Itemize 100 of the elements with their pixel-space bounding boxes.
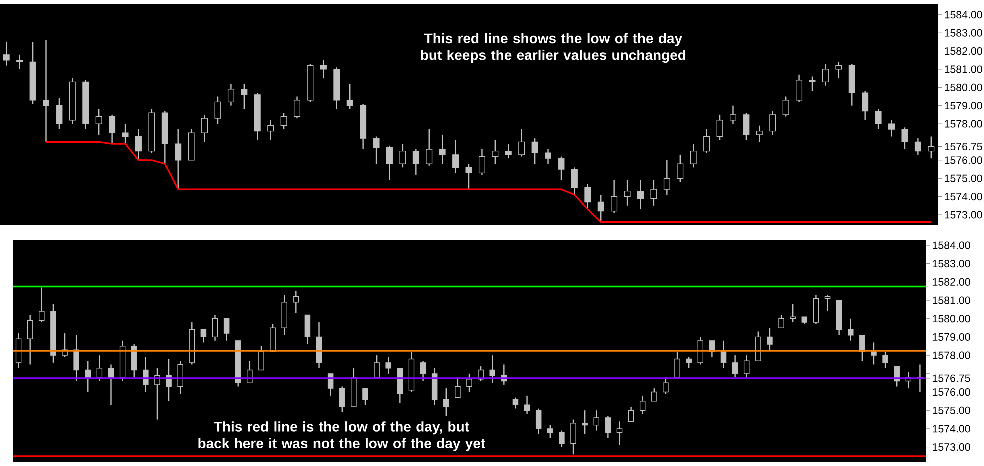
candlestick <box>730 105 736 125</box>
candlestick <box>386 356 392 375</box>
candlestick <box>214 96 222 125</box>
candlestick <box>178 360 184 395</box>
candlestick <box>200 329 207 344</box>
candlestick <box>39 287 45 324</box>
candlestick <box>202 114 208 143</box>
y-tick-label: 1576.75 <box>933 374 970 382</box>
candlestick <box>782 96 790 118</box>
y-tick-label: 1579.00 <box>933 333 970 342</box>
candlestick <box>228 83 234 106</box>
candlestick <box>902 127 908 150</box>
candlestick <box>373 136 380 165</box>
candlestick <box>822 63 829 86</box>
y-tick-label: 1579.00 <box>945 102 982 110</box>
y-tick-label: 1576.00 <box>933 388 970 396</box>
candlestick <box>664 160 670 196</box>
candlestick <box>594 410 600 432</box>
candlestick <box>294 96 301 120</box>
candlestick <box>928 136 935 160</box>
candlestick <box>455 376 461 398</box>
candlestick <box>16 54 24 70</box>
candlestick <box>624 180 631 206</box>
candlestick <box>175 128 182 190</box>
candlestick <box>796 74 803 103</box>
y-tick-label: 1576.75 <box>945 143 982 151</box>
y-tick-label: 1573.00 <box>933 444 970 452</box>
y-tick-label: 1574.00 <box>945 193 982 201</box>
candlestick <box>56 98 63 130</box>
candlestick <box>452 140 460 174</box>
candlestick <box>444 388 450 417</box>
candlestick <box>652 388 658 402</box>
candlestick <box>571 167 578 196</box>
candlestick <box>374 354 380 378</box>
candlestick <box>85 360 92 393</box>
candlestick <box>466 373 472 393</box>
candlestick <box>280 112 288 130</box>
candlestick <box>914 138 922 156</box>
candlestick <box>686 356 692 370</box>
candlestick <box>871 342 877 366</box>
y-tick-label: 1583.00 <box>933 260 970 268</box>
candlestick <box>340 386 346 414</box>
candlestick <box>616 421 623 446</box>
candlestick <box>135 128 142 162</box>
candlestick <box>505 143 512 160</box>
y-tick-label: 1574.00 <box>933 425 970 433</box>
candlestick <box>108 364 114 406</box>
y-tick-label: 1583.00 <box>945 29 982 37</box>
y-tick-label: 1581.00 <box>933 296 970 304</box>
candlestick <box>346 83 354 110</box>
y-tick-label: 1584.00 <box>945 11 982 19</box>
candlestick <box>109 114 116 145</box>
candlestick <box>570 419 576 456</box>
candlestick <box>270 324 276 352</box>
candlestick <box>559 430 565 448</box>
annotation: This red line is the low of the day, but back here it was not the low of the day yet <box>198 422 486 452</box>
y-tick-label: 1581.00 <box>945 66 982 74</box>
candlestick <box>3 42 10 66</box>
candlestick <box>584 183 592 210</box>
candlestick <box>536 408 542 436</box>
candlestick <box>400 143 406 168</box>
candlestick <box>767 327 773 351</box>
candlestick <box>813 294 820 325</box>
candlestick <box>426 128 433 166</box>
candlestick <box>790 304 796 324</box>
candlestick <box>96 354 103 382</box>
y-tick-label: 1575.00 <box>945 174 982 182</box>
candlestick <box>224 318 230 342</box>
candlestick <box>744 354 750 378</box>
candlestick <box>690 143 697 168</box>
candlestick <box>512 397 519 410</box>
candlestick <box>74 334 80 382</box>
candlestick <box>293 290 300 314</box>
candlestick <box>611 180 618 214</box>
y-tick-label: 1580.00 <box>933 315 970 323</box>
candlestick <box>640 395 646 415</box>
annotation: This red line shows the low of the day but keeps the earlier values unchanged <box>421 33 686 64</box>
candlestick <box>809 76 816 92</box>
candlestick <box>412 148 420 176</box>
candlestick <box>836 62 842 80</box>
candlestick <box>638 180 644 210</box>
candlestick <box>490 354 496 384</box>
y-tick-label: 1580.00 <box>945 84 982 92</box>
candlestick <box>778 314 784 329</box>
candlestick <box>122 123 129 145</box>
candlestick <box>420 360 426 382</box>
y-tick-label: 1573.00 <box>945 211 982 219</box>
candlestick <box>848 318 854 342</box>
y-tick-label: 1578.00 <box>945 120 982 128</box>
candlestick <box>860 334 866 362</box>
candlestick <box>743 112 750 142</box>
candlestick <box>143 356 149 393</box>
candlestick <box>756 125 763 143</box>
candlestick <box>362 388 368 406</box>
candlestick <box>875 108 882 130</box>
y-tick-label: 1576.00 <box>945 156 982 164</box>
candlestick <box>241 83 248 110</box>
y-tick-label: 1582.00 <box>945 48 982 56</box>
candlestick <box>212 314 218 342</box>
candlestick <box>304 314 311 346</box>
